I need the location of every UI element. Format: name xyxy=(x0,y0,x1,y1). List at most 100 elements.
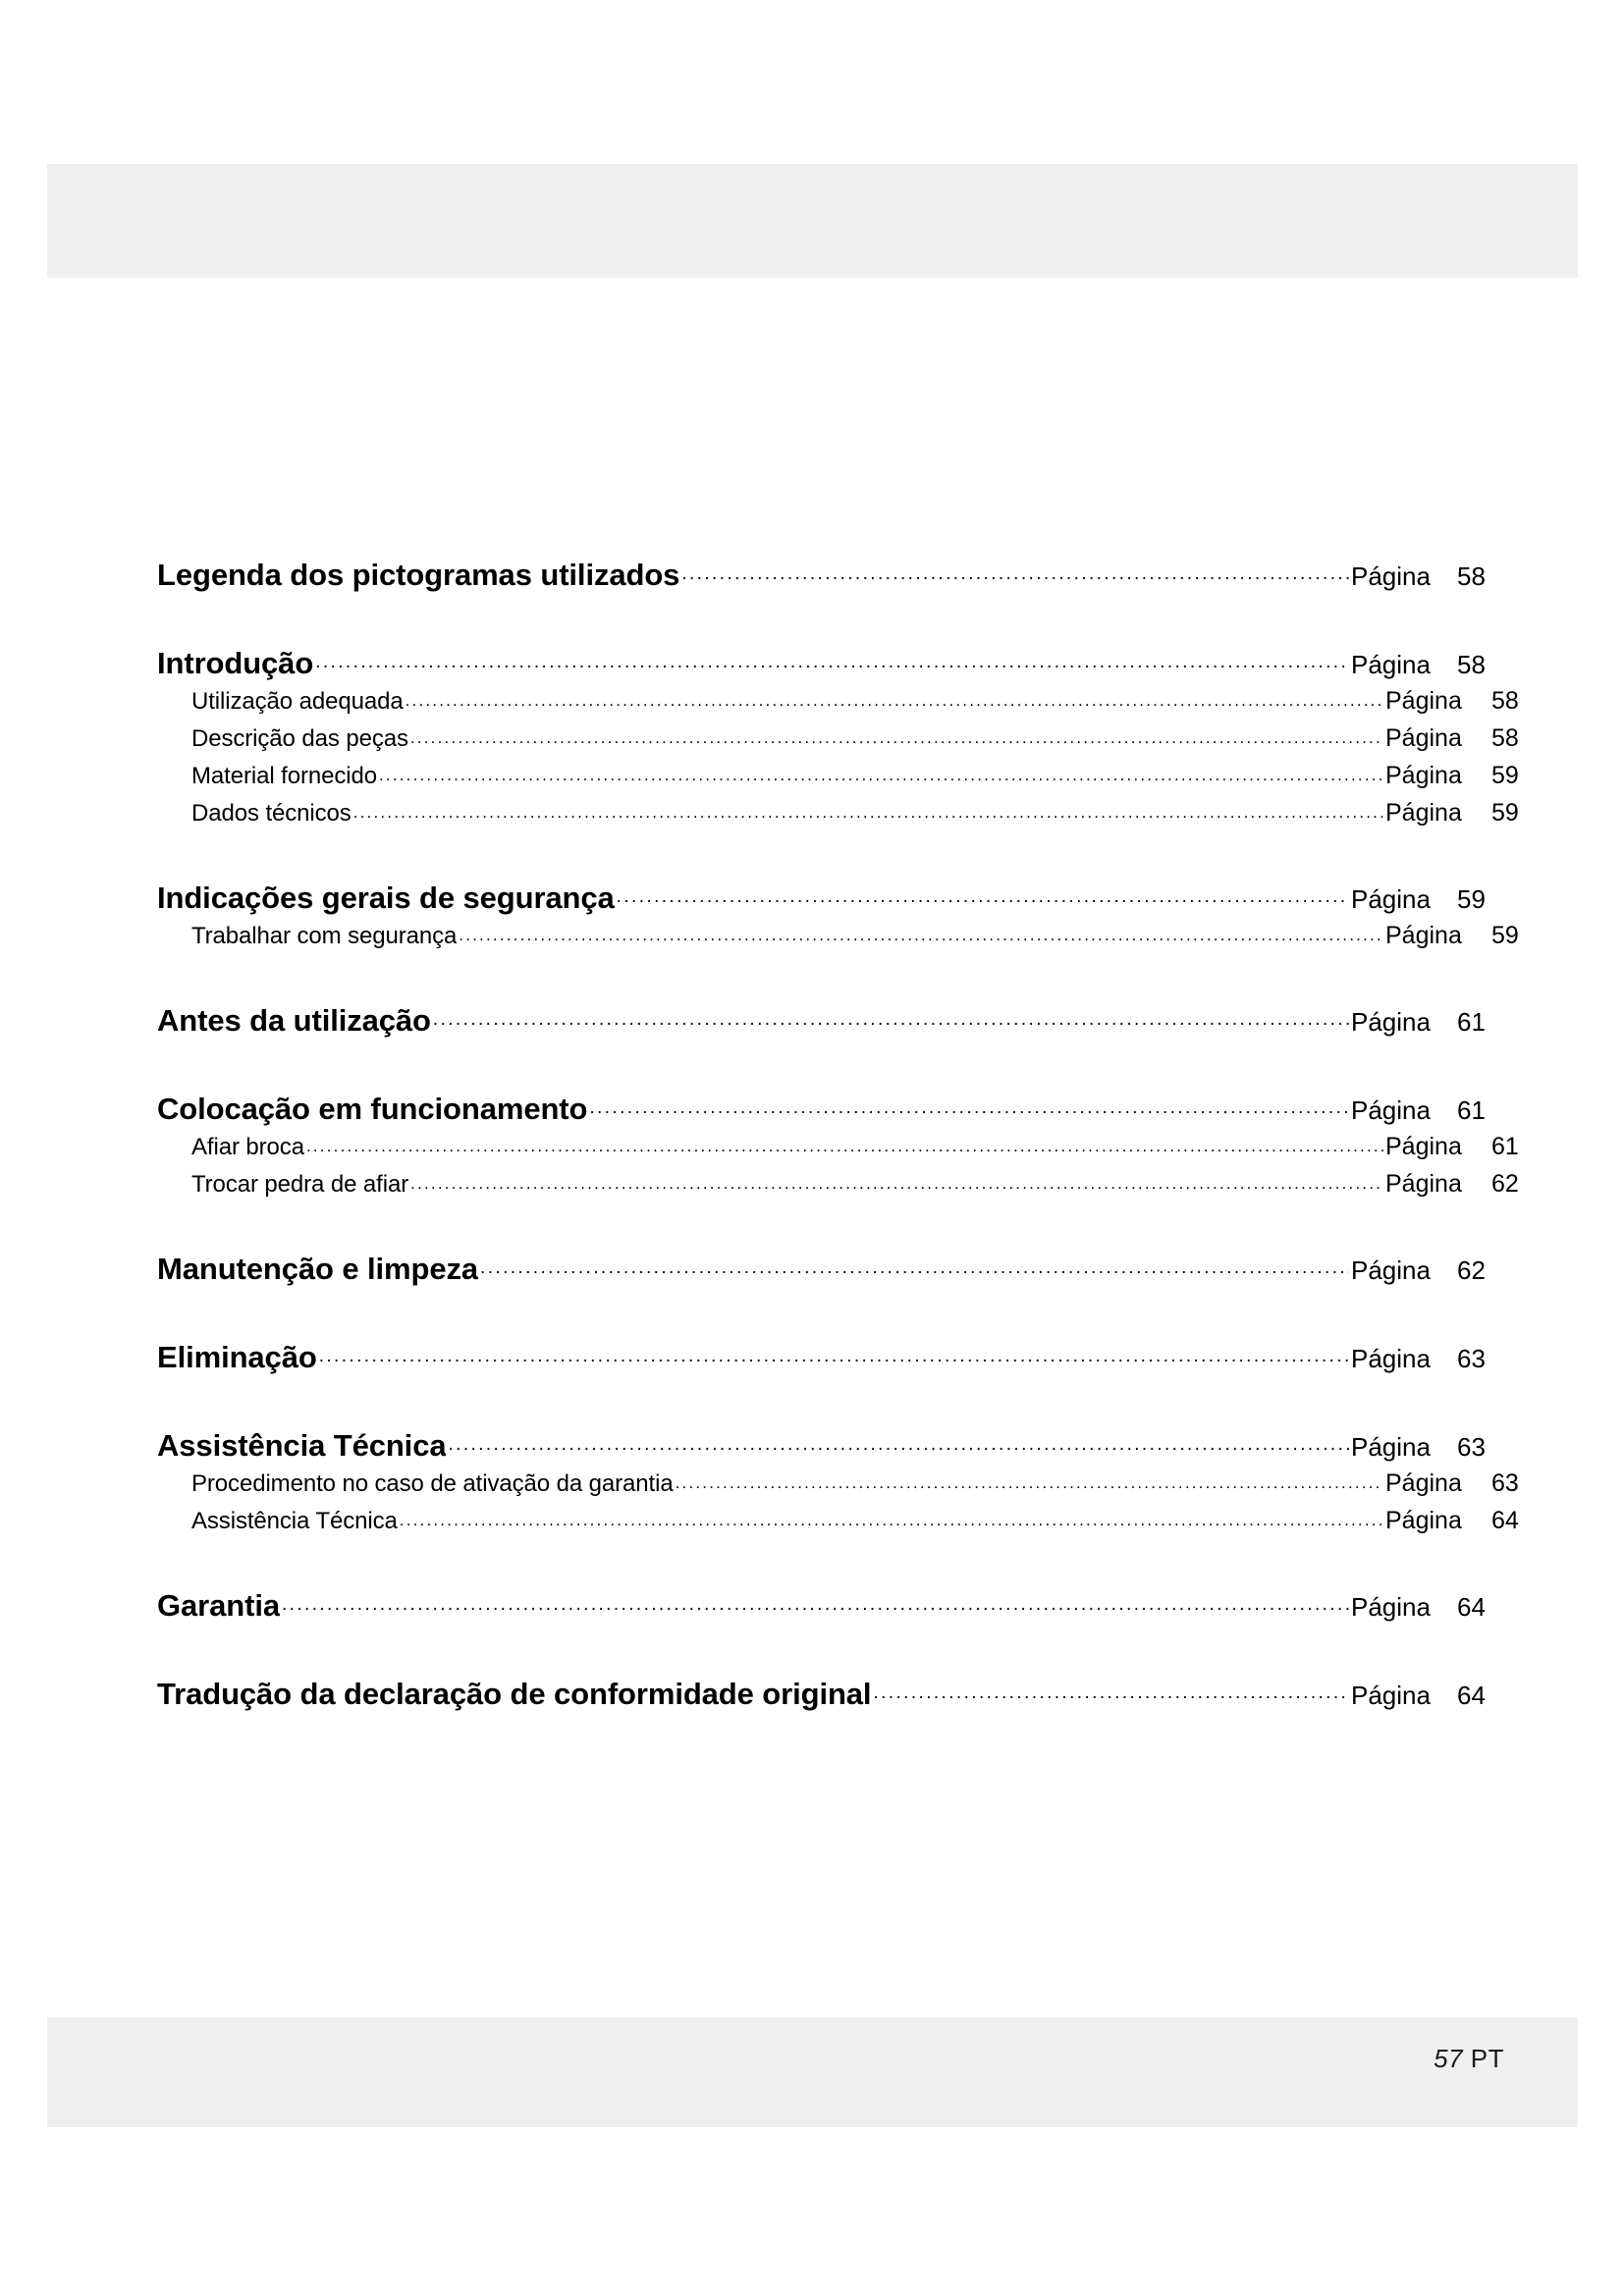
toc-dot-leader xyxy=(873,1688,1349,1704)
toc-entry-page-word: Página xyxy=(1385,1133,1462,1160)
toc-dot-leader xyxy=(676,1475,1383,1491)
toc-entry[interactable]: Introdução Página 58 xyxy=(157,646,1504,681)
toc-entry-page-word: Página xyxy=(1385,724,1462,752)
toc-entry-page-word: Página xyxy=(1351,1095,1431,1125)
toc-entry-title: Descrição das peças xyxy=(191,725,408,752)
footer-rule-band xyxy=(47,2017,1578,2127)
toc-entry[interactable]: Assistência Técnica Página 63 xyxy=(157,1428,1504,1464)
toc-entry-page-word: Página xyxy=(1385,799,1462,827)
toc-entry[interactable]: Trabalhar com segurança Página 59 xyxy=(157,922,1539,950)
toc-entry[interactable]: Indicações gerais de segurança Página 59 xyxy=(157,881,1504,916)
header-rule-band xyxy=(47,164,1578,278)
toc-dot-leader xyxy=(400,1513,1383,1528)
footer-page-number: 57 xyxy=(1434,2044,1464,2073)
toc-entry[interactable]: Tradução da declaração de conformidade o… xyxy=(157,1677,1504,1712)
toc-entry[interactable]: Utilização adequada Página 58 xyxy=(157,687,1539,716)
toc-entry-title: Utilização adequada xyxy=(191,688,404,715)
toc-entry-title: Introdução xyxy=(157,646,314,680)
toc-entry-page-number: 62 xyxy=(1491,1170,1519,1198)
toc-entry-page-word: Página xyxy=(1385,762,1462,789)
toc-dot-leader xyxy=(315,658,1349,673)
toc-entry-title: Colocação em funcionamento xyxy=(157,1092,588,1126)
toc-entry-page-number: 58 xyxy=(1491,687,1519,715)
toc-entry-title: Trocar pedra de afiar xyxy=(191,1171,409,1198)
toc-entry[interactable]: Assistência Técnica Página 64 xyxy=(157,1507,1539,1535)
toc-entry-page-number: 63 xyxy=(1457,1344,1486,1373)
toc-entry-page-word: Página xyxy=(1351,884,1431,914)
toc-entry-title: Procedimento no caso de ativação da gara… xyxy=(191,1470,674,1497)
toc-entry-title: Indicações gerais de segurança xyxy=(157,881,615,915)
toc-entry-page-number: 64 xyxy=(1457,1681,1486,1710)
toc-entry-page-number: 63 xyxy=(1457,1432,1486,1462)
toc-entry-title: Material fornecido xyxy=(191,763,377,789)
toc-entry-page-word: Página xyxy=(1351,650,1431,679)
toc-entry-page-word: Página xyxy=(1351,1432,1431,1462)
toc-entry[interactable]: Colocação em funcionamento Página 61 xyxy=(157,1092,1504,1127)
toc-dot-leader xyxy=(681,569,1349,585)
toc-entry-page-word: Página xyxy=(1351,1592,1431,1622)
toc-entry-page-number: 59 xyxy=(1491,799,1519,827)
toc-entry[interactable]: Garantia Página 64 xyxy=(157,1588,1504,1624)
toc-dot-leader xyxy=(282,1600,1349,1616)
toc-entry-page-number: 59 xyxy=(1491,762,1519,789)
toc-entry-title: Afiar broca xyxy=(191,1134,304,1160)
toc-entry[interactable]: Dados técnicos Página 59 xyxy=(157,799,1539,828)
toc-entry-title: Assistência Técnica xyxy=(157,1428,447,1463)
toc-entry-page-number: 63 xyxy=(1491,1469,1519,1497)
toc-entry-title: Eliminação xyxy=(157,1340,317,1374)
toc-entry-title: Antes da utilização xyxy=(157,1003,431,1038)
toc-entry[interactable]: Descrição das peças Página 58 xyxy=(157,724,1539,753)
toc-dot-leader xyxy=(353,805,1383,821)
toc-entry-title: Dados técnicos xyxy=(191,800,352,827)
toc-dot-leader xyxy=(410,1176,1383,1192)
toc-dot-leader xyxy=(459,928,1383,943)
toc-entry[interactable]: Eliminação Página 63 xyxy=(157,1340,1504,1375)
toc-entry-title: Trabalhar com segurança xyxy=(191,923,458,949)
table-of-contents: Legenda dos pictogramas utilizados Página… xyxy=(157,558,1519,1712)
toc-entry[interactable]: Antes da utilização Página 61 xyxy=(157,1003,1504,1039)
toc-entry-page-word: Página xyxy=(1351,1344,1431,1373)
toc-entry-page-number: 64 xyxy=(1457,1592,1486,1622)
toc-entry-page-word: Página xyxy=(1385,1170,1462,1198)
toc-entry-page-number: 61 xyxy=(1457,1007,1486,1037)
toc-entry-page-number: 59 xyxy=(1457,884,1486,914)
toc-dot-leader xyxy=(410,730,1383,746)
toc-entry[interactable]: Afiar broca Página 61 xyxy=(157,1133,1539,1161)
toc-entry-page-word: Página xyxy=(1351,1681,1431,1710)
toc-entry[interactable]: Legenda dos pictogramas utilizados Página… xyxy=(157,558,1504,593)
toc-entry-page-number: 62 xyxy=(1457,1255,1486,1285)
footer-page-marker: 57 PT xyxy=(47,2044,1504,2074)
toc-entry-page-word: Página xyxy=(1385,687,1462,715)
toc-entry-page-number: 64 xyxy=(1491,1507,1519,1534)
toc-entry[interactable]: Manutenção e limpeza Página 62 xyxy=(157,1252,1504,1287)
toc-entry-page-number: 58 xyxy=(1457,561,1486,591)
toc-entry-page-number: 59 xyxy=(1491,922,1519,949)
toc-entry-page-word: Página xyxy=(1385,922,1462,949)
toc-entry-page-word: Página xyxy=(1385,1469,1462,1497)
toc-entry[interactable]: Procedimento no caso de ativação da gara… xyxy=(157,1469,1539,1498)
toc-entry-page-number: 61 xyxy=(1491,1133,1519,1160)
toc-entry-title: Assistência Técnica xyxy=(191,1508,398,1534)
toc-dot-leader xyxy=(406,693,1383,709)
toc-entry[interactable]: Material fornecido Página 59 xyxy=(157,762,1539,790)
toc-entry-page-word: Página xyxy=(1351,561,1431,591)
toc-entry-page-number: 61 xyxy=(1457,1095,1486,1125)
toc-dot-leader xyxy=(589,1103,1349,1119)
footer-locale-code: PT xyxy=(1470,2044,1504,2073)
toc-entry-page-number: 58 xyxy=(1491,724,1519,752)
toc-dot-leader xyxy=(617,892,1349,908)
toc-entry[interactable]: Trocar pedra de afiar Página 62 xyxy=(157,1170,1539,1199)
toc-entry-title: Manutenção e limpeza xyxy=(157,1252,479,1286)
toc-entry-page-word: Página xyxy=(1351,1255,1431,1285)
toc-dot-leader xyxy=(480,1263,1349,1279)
toc-dot-leader xyxy=(306,1139,1383,1154)
toc-dot-leader xyxy=(448,1440,1349,1456)
toc-entry-title: Legenda dos pictogramas utilizados xyxy=(157,558,680,592)
toc-entry-page-word: Página xyxy=(1351,1007,1431,1037)
toc-entry-page-number: 58 xyxy=(1457,650,1486,679)
toc-entry-title: Garantia xyxy=(157,1588,280,1623)
toc-dot-leader xyxy=(379,768,1383,783)
toc-entry-page-word: Página xyxy=(1385,1507,1462,1534)
toc-dot-leader xyxy=(319,1352,1349,1367)
toc-entry-title: Tradução da declaração de conformidade o… xyxy=(157,1677,872,1711)
